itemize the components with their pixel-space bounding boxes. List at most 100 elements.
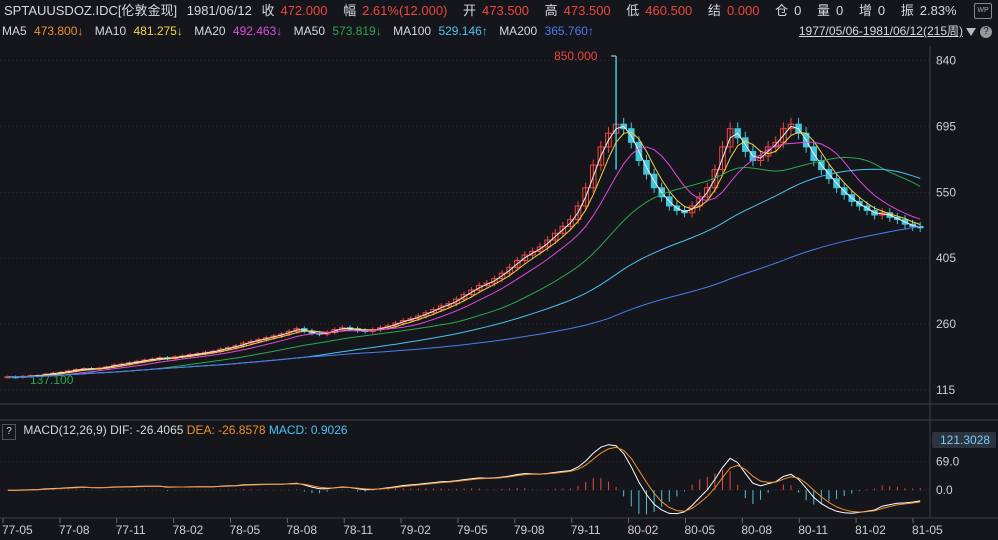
x-tick-label: 79-05 <box>457 523 488 537</box>
x-tick-label: 77-11 <box>116 523 146 537</box>
candle-body <box>513 259 521 268</box>
x-tick-label: 80-08 <box>741 523 772 537</box>
candle-body <box>445 303 453 307</box>
candle-body <box>498 272 506 280</box>
candle-body <box>255 339 263 342</box>
x-tick-label: 77-05 <box>2 523 33 537</box>
x-tick-label: 80-11 <box>798 523 828 537</box>
macd-value: MACD: 0.9026 <box>268 423 348 437</box>
candle-body <box>460 294 468 300</box>
macd-dea: DEA: -26.8578 <box>186 423 266 437</box>
macd-tick-label: 69.0 <box>936 455 960 469</box>
x-tick-label: 78-11 <box>343 523 373 537</box>
macd-legend: ? MACD(12,26,9) DIF: -26.4065 DEA: -26.8… <box>2 421 348 440</box>
price-tick-label: 405 <box>936 251 956 265</box>
ma50-legend[interactable]: MA50 573.819↓ <box>293 24 382 38</box>
candle-body <box>521 254 529 261</box>
x-tick-label: 81-05 <box>912 523 943 537</box>
candle-body <box>787 123 795 130</box>
candle-body <box>483 282 491 286</box>
price-tick-label: 695 <box>936 119 956 133</box>
price-tick-label: 260 <box>936 317 956 331</box>
ma5-legend[interactable]: MA5 473.800↓ <box>2 24 84 38</box>
candle-body <box>491 278 498 284</box>
macd-badge-label: 121.3028 <box>940 433 990 447</box>
candle-body <box>536 246 544 252</box>
macd-title[interactable]: MACD(12,26,9) <box>23 423 107 437</box>
settle-field: 结 0.000 <box>707 3 760 18</box>
candle-body <box>567 219 574 227</box>
quote-header: SPTAUUSDOZ.IDC[伦敦金现] 1981/06/12 收 472.000… <box>4 0 969 22</box>
date-range-text[interactable]: 1977/05/06-1981/06/12(215周) <box>798 24 963 38</box>
macd-tick-label: 0.0 <box>936 483 953 497</box>
candle-body <box>574 205 582 221</box>
candle-body <box>285 330 293 335</box>
ma100-line <box>7 168 921 378</box>
x-tick-label: 79-08 <box>514 523 545 537</box>
candle-body <box>597 146 605 166</box>
ma10-line <box>7 131 921 378</box>
x-tick-label: 79-11 <box>571 523 601 537</box>
candle-body <box>437 305 445 311</box>
quote-date: 1981/06/12 <box>186 3 252 18</box>
candle-body <box>559 225 567 234</box>
amplitude-field: 振 2.83% <box>900 3 957 18</box>
candle-body <box>544 239 551 248</box>
candle-body <box>430 309 437 314</box>
ma100-legend[interactable]: MA100 529.146↑ <box>393 24 488 38</box>
candle-body <box>719 146 726 171</box>
ma10-legend[interactable]: MA10 481.275↓ <box>94 24 183 38</box>
candle-body <box>384 325 392 329</box>
max-price-label: 850.000 <box>554 49 598 63</box>
candle-body <box>422 312 430 317</box>
ma5-line <box>7 125 921 378</box>
ma-legend: MA5 473.800↓ MA10 481.275↓ MA20 492.463↓… <box>2 22 602 40</box>
candle-body <box>270 335 278 339</box>
candle-body <box>415 315 422 320</box>
symbol-name[interactable]: SPTAUUSDOZ.IDC[伦敦金现] <box>4 3 178 18</box>
ma20-legend[interactable]: MA20 492.463↓ <box>194 24 283 38</box>
candle-body <box>240 342 247 347</box>
price-tick-label: 840 <box>936 54 956 68</box>
dropdown-icon[interactable] <box>966 27 976 36</box>
x-tick-label: 78-05 <box>230 523 261 537</box>
candle-body <box>263 337 270 341</box>
date-range-selector[interactable]: 1977/05/06-1981/06/12(215周)? <box>799 23 992 39</box>
candle-body <box>247 340 255 344</box>
x-tick-label: 80-02 <box>628 523 659 537</box>
candle-body <box>704 187 711 198</box>
ma200-legend[interactable]: MA200 365.760↑ <box>499 24 594 38</box>
candle-body <box>453 298 460 305</box>
macd-dif: DIF: -26.4065 <box>110 423 184 437</box>
candle-body <box>772 141 780 148</box>
x-tick-label: 78-08 <box>286 523 317 537</box>
candle-body <box>780 128 787 143</box>
x-tick-label: 80-05 <box>685 523 716 537</box>
ma20-line <box>7 141 921 378</box>
help-icon[interactable]: ? <box>980 25 992 38</box>
candle-body <box>224 347 232 350</box>
dea-line <box>7 446 921 513</box>
candle-body <box>688 205 696 214</box>
price-tick-label: 550 <box>936 185 956 199</box>
wp-icon[interactable]: WP <box>974 3 992 19</box>
candle-body <box>605 132 612 148</box>
x-tick-label: 77-08 <box>59 523 90 537</box>
candle-body <box>468 289 475 296</box>
candle-body <box>726 128 734 148</box>
low-field: 低 460.500 <box>626 3 693 18</box>
macd-help-icon[interactable]: ? <box>2 424 16 440</box>
candle-body <box>392 322 399 327</box>
macd-badge <box>932 432 996 448</box>
candle-body <box>475 284 483 291</box>
candle-body <box>399 319 407 324</box>
ma200-line <box>7 225 921 378</box>
close-field: 收 472.000 <box>261 3 328 18</box>
candle-body <box>278 333 285 337</box>
candle-body <box>589 164 597 189</box>
candle-body <box>407 318 415 321</box>
